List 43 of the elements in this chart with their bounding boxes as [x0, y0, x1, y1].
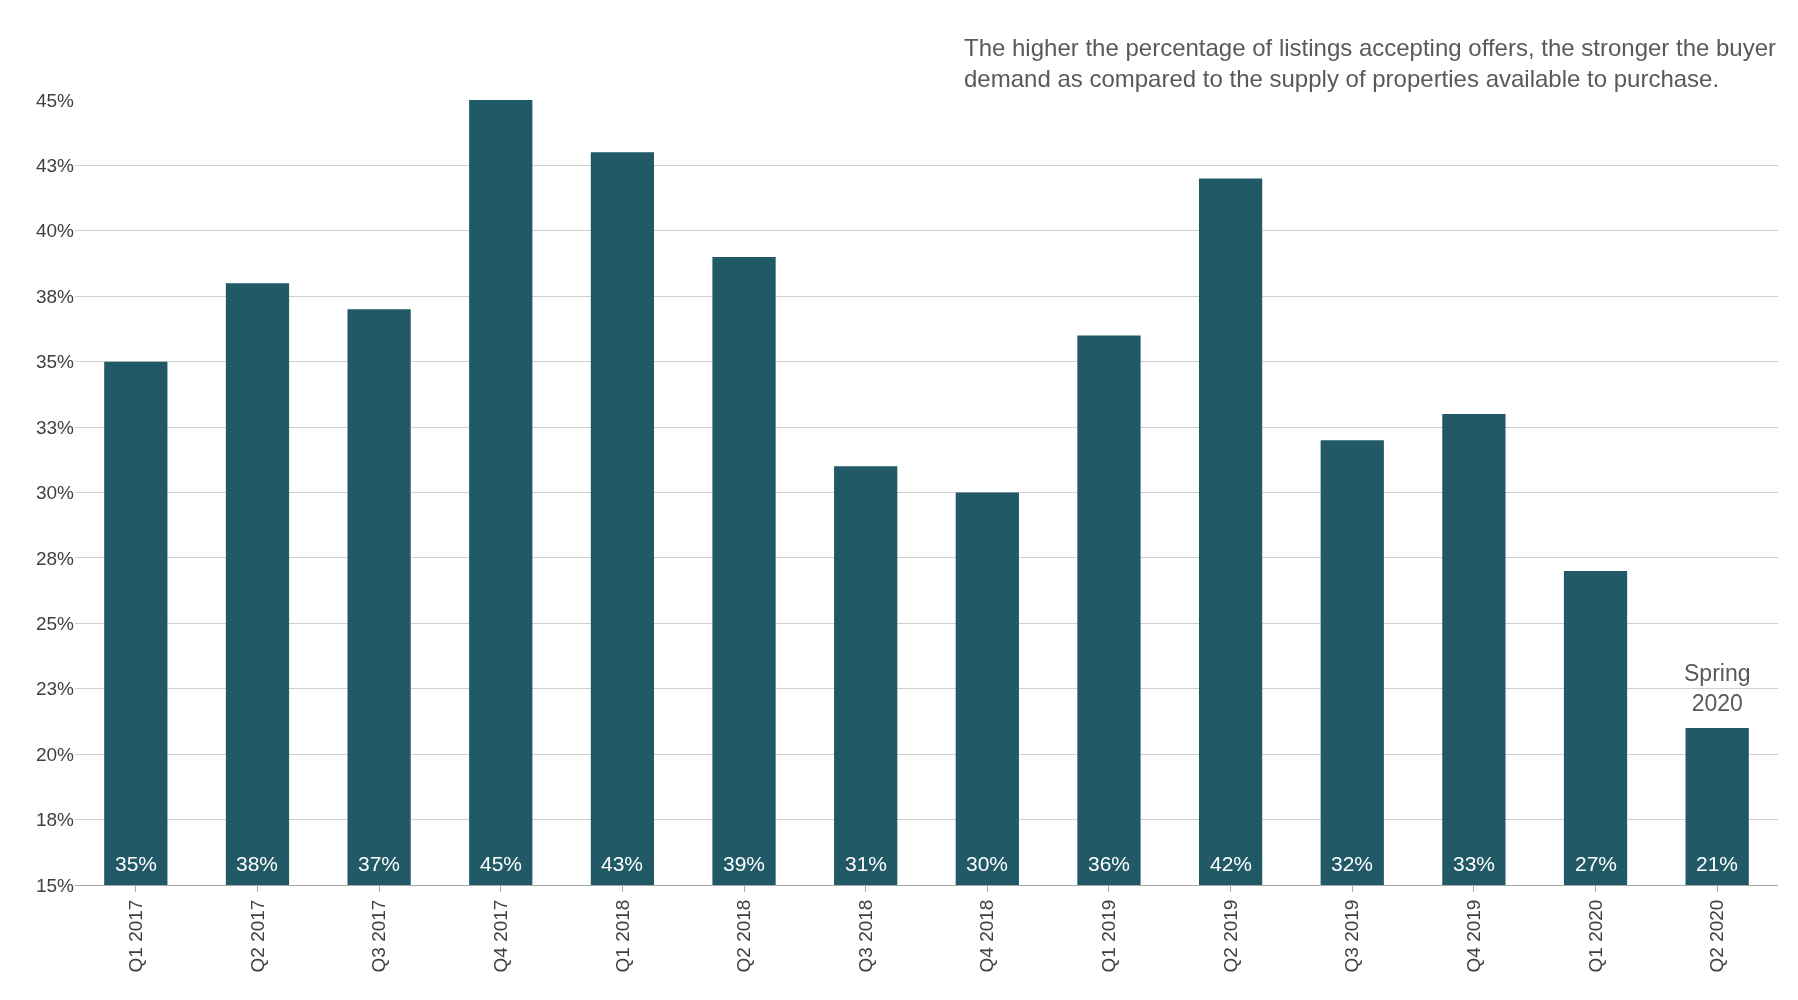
x-tick-label: Q1 2017 [125, 899, 146, 973]
data-label: 45% [480, 852, 523, 875]
x-tick-label: Q1 2019 [1098, 899, 1120, 973]
x-tick-label: Q2 2019 [1219, 899, 1241, 973]
data-label: 43% [601, 852, 644, 875]
y-tick-label: 30% [35, 482, 75, 504]
y-tick-label: 40% [35, 220, 75, 242]
x-tick-label: Q1 2018 [611, 899, 633, 973]
x-tick-label: Q2 2020 [1706, 899, 1728, 973]
y-tick-label: 28% [35, 547, 75, 569]
y-tick-label: 18% [35, 809, 75, 831]
y-tick-label: 38% [35, 285, 75, 307]
data-label: 32% [1331, 852, 1374, 875]
x-tick-label: Q1 2020 [1584, 899, 1606, 973]
data-label: 21% [1696, 852, 1739, 875]
x-tick-label: Q2 2017 [246, 899, 268, 973]
data-label: 42% [1210, 852, 1253, 875]
data-label: 36% [1088, 852, 1131, 875]
y-tick-label: 33% [35, 416, 75, 438]
y-tick-label: 45% [35, 89, 75, 111]
data-label: 35% [115, 852, 158, 875]
y-tick-label: 43% [35, 155, 75, 177]
x-tick-label: Q4 2018 [976, 899, 998, 973]
y-tick-label: 15% [35, 874, 75, 896]
y-tick-label: 25% [35, 612, 75, 634]
annotation: Spring 2020 [1684, 660, 1751, 716]
data-label: 31% [845, 852, 888, 875]
x-tick-label: Q4 2017 [489, 899, 511, 973]
data-label: 37% [358, 852, 401, 875]
y-tick-label: 35% [35, 351, 75, 373]
x-tick-label: Q3 2017 [368, 899, 390, 973]
x-tick-label: Q3 2018 [854, 899, 876, 973]
data-label: 39% [723, 852, 766, 875]
x-tick-label: Q2 2018 [733, 899, 755, 973]
x-tick-label: Q3 2019 [1341, 899, 1363, 973]
y-tick-label: 20% [35, 743, 75, 765]
text: The higher the percentage of listings accepting offers, the stronger the buyer demand as compared to the supply of properties available to purchase. [964, 34, 1777, 93]
data-label: 27% [1575, 852, 1618, 875]
data-label: 30% [966, 852, 1009, 875]
y-tick-label: 23% [35, 678, 75, 700]
data-label: 38% [236, 852, 279, 875]
data-label: 33% [1453, 852, 1496, 875]
x-tick-label: Q4 2019 [1463, 899, 1485, 973]
